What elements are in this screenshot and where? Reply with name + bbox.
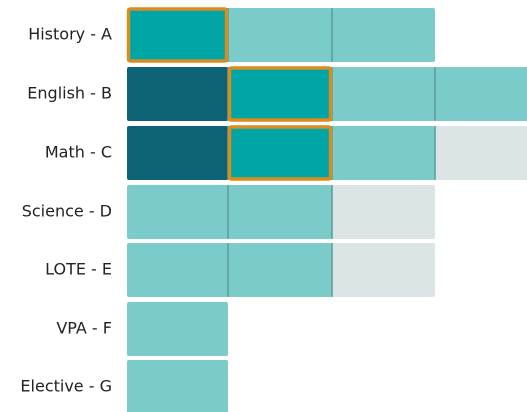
grid-cell[interactable]: [332, 8, 435, 62]
grid-cell[interactable]: [228, 185, 332, 239]
grid-cell[interactable]: [127, 8, 228, 62]
grid-cell[interactable]: [127, 185, 228, 239]
row-label: Math - C: [45, 143, 112, 162]
grid-cell[interactable]: [127, 302, 228, 356]
row-label: English - B: [27, 84, 112, 103]
grid-cell[interactable]: [332, 185, 435, 239]
row-label: LOTE - E: [45, 260, 112, 279]
row-label: VPA - F: [56, 319, 112, 338]
row-label: Elective - G: [20, 377, 112, 396]
grid-cell[interactable]: [228, 126, 332, 180]
grid-cell[interactable]: [332, 67, 435, 121]
grid-cell[interactable]: [435, 67, 527, 121]
grid-cell[interactable]: [127, 67, 228, 121]
grid-cell[interactable]: [228, 67, 332, 121]
grid-cell[interactable]: [127, 360, 228, 412]
selected-outline: [227, 66, 333, 122]
grid-cell[interactable]: [332, 243, 435, 297]
grid-cell[interactable]: [332, 126, 435, 180]
grid-cell[interactable]: [228, 8, 332, 62]
row-label: History - A: [28, 25, 112, 44]
selected-outline: [126, 7, 229, 63]
grid-cell[interactable]: [435, 126, 527, 180]
row-label: Science - D: [22, 202, 112, 221]
selected-outline: [227, 125, 333, 181]
grid-cell[interactable]: [127, 126, 228, 180]
grid-cell[interactable]: [127, 243, 228, 297]
grid-cell[interactable]: [228, 243, 332, 297]
